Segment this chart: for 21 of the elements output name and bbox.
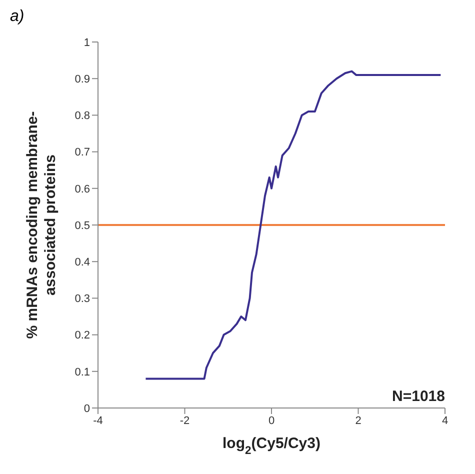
x-tick-label: 0 [268, 414, 275, 427]
x-tick-label: -2 [180, 414, 190, 427]
y-tick-label: 0.5 [74, 220, 90, 232]
y-tick-label: 0.8 [74, 110, 90, 122]
chart-title: a) [10, 8, 24, 26]
y-tick-label: 0.4 [74, 256, 90, 269]
line-series [144, 70, 442, 380]
annotation: N=1018 [392, 388, 445, 405]
x-axis-title: log$_{2}$(Cy5/Cy3) [222, 435, 320, 457]
y-tick-label: 0 [84, 402, 90, 415]
y-tick-label: 0.9 [74, 74, 90, 86]
y-tick-label: 0.3 [74, 293, 90, 306]
x-tick-label: 2 [355, 414, 362, 427]
y-tick-label: 1 [84, 36, 90, 49]
x-tick-label: 4 [442, 414, 448, 427]
y-axis-title: % mRNAs encoding membrane-associated proteins [24, 111, 59, 339]
y-tick-label: 0.6 [74, 183, 90, 196]
y-tick-label: 0.7 [74, 146, 90, 159]
x-tick-label: -4 [93, 414, 103, 427]
y-tick-label: 0.1 [74, 366, 90, 378]
y-tick-label: 0.2 [74, 330, 90, 342]
